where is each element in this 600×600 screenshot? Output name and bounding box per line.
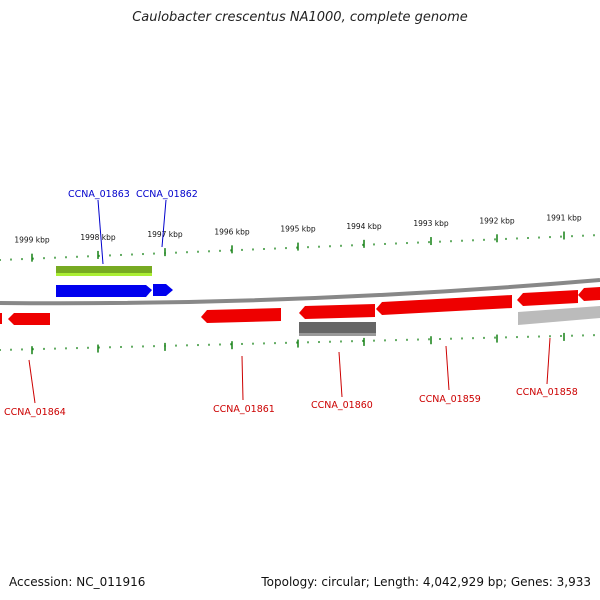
gene-label-ccna-01860[interactable]: CCNA_01860 [311,400,373,411]
gene-ccna-01864-partial-arrow[interactable] [0,313,2,324]
genome-summary-text: Topology: circular; Length: 4,042,929 bp… [261,575,591,589]
ruler-label: 1992 kbp [479,216,515,225]
label-line-ccna-01862 [161,199,167,248]
forward-feature-bar-highlight [56,273,152,276]
label-line-ccna-01864 [28,359,36,404]
label-line-ccna-01859 [445,345,450,391]
ruler-label: 1994 kbp [346,222,382,231]
forward-feature-bar[interactable] [56,266,152,274]
gene-ccna-01863-arrow[interactable] [56,285,152,297]
label-line-ccna-01860 [338,351,343,398]
gene-ccna-01862-arrow[interactable] [153,284,173,296]
map-title: Caulobacter crescentus NA1000, complete … [132,10,468,25]
gene-ccna-01861-arrow[interactable] [201,308,281,323]
gene-ccna-01859-arrow[interactable] [376,295,512,315]
upper-ruler [0,231,595,262]
gene-ccna-01858-arrow[interactable] [517,290,578,306]
ruler-label: 1998 kbp [80,233,116,242]
label-line-ccna-01863 [97,199,104,265]
ruler-label: 1991 kbp [546,214,582,223]
gene-label-ccna-01861[interactable]: CCNA_01861 [213,404,275,415]
gene-label-ccna-01864[interactable]: CCNA_01864 [4,407,66,418]
lower-ruler [0,332,595,355]
reverse-feature-bar[interactable] [299,322,376,334]
ruler-label: 1996 kbp [214,227,250,236]
gene-label-ccna-01862[interactable]: CCNA_01862 [136,189,198,200]
gene-label-ccna-01858[interactable]: CCNA_01858 [516,387,578,398]
gene-ccna-01864-arrow[interactable] [8,313,50,325]
reverse-feature-bar-shadow [299,333,376,336]
label-line-ccna-01858 [546,337,551,385]
label-line-ccna-01861 [241,355,244,401]
accession-text: Accession: NC_011916 [9,575,146,589]
gene-label-ccna-01863[interactable]: CCNA_01863 [68,189,130,200]
ruler-label: 1997 kbp [147,230,183,239]
gene-ccna-01860-arrow[interactable] [299,304,375,319]
reverse-feature-bar-light[interactable] [518,306,600,325]
ruler-label: 1995 kbp [280,225,316,234]
ruler-labels: 1999 kbp 1998 kbp 1997 kbp 1996 kbp 1995 kbp… [14,214,582,245]
gene-label-ccna-01859[interactable]: CCNA_01859 [419,394,481,405]
ruler-label: 1993 kbp [413,219,449,228]
genome-backbone [0,278,600,306]
ruler-label: 1999 kbp [14,236,50,245]
gene-next-arrow[interactable] [578,287,600,301]
